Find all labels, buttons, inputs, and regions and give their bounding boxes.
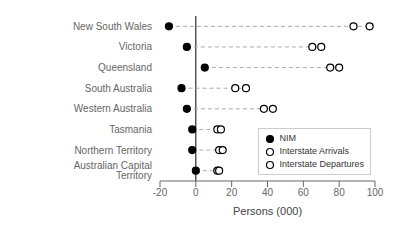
svg-text:Tasmania: Tasmania [109, 124, 152, 135]
svg-text:40: 40 [262, 187, 274, 198]
svg-text:New South Wales: New South Wales [73, 21, 152, 32]
svg-text:0: 0 [193, 187, 199, 198]
html-text:Interstate Departures: Interstate Departures [279, 159, 364, 169]
svg-text:Queensland: Queensland [98, 62, 152, 73]
svg-text:Western Australia: Western Australia [74, 103, 153, 114]
svg-text:Victoria: Victoria [119, 41, 153, 52]
svg-text:80: 80 [334, 187, 346, 198]
html-text:Interstate Arrivals: Interstate Arrivals [279, 146, 349, 156]
html-text:NIM: NIM [279, 133, 296, 143]
svg-text:Persons (000): Persons (000) [233, 205, 302, 217]
svg-text:South Australia: South Australia [85, 83, 153, 94]
svg-text:20: 20 [226, 187, 238, 198]
svg-text:60: 60 [298, 187, 310, 198]
svg-text:Northern Territory: Northern Territory [74, 145, 152, 156]
svg-text:Australian CapitalTerritory: Australian CapitalTerritory [74, 160, 152, 181]
svg-text:100: 100 [367, 187, 384, 198]
svg-text:-20: -20 [153, 187, 168, 198]
